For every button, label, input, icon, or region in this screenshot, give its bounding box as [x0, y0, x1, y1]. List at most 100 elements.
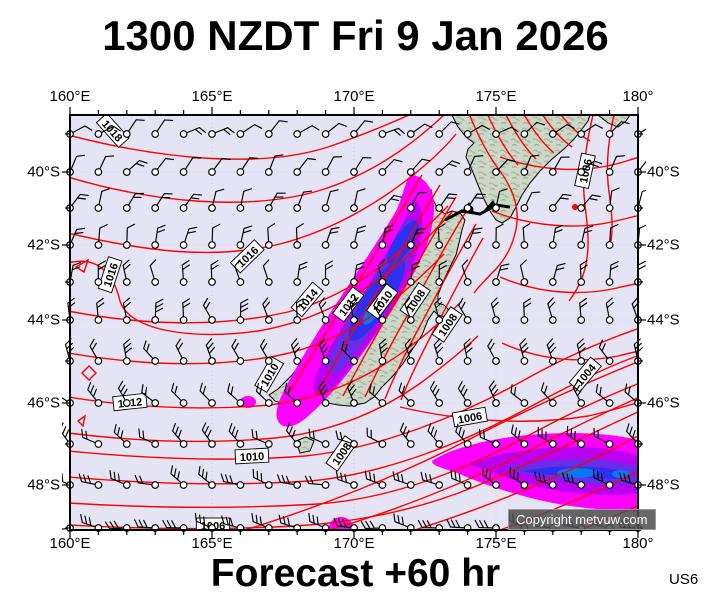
wind-barb-station-circle	[548, 316, 557, 324]
wind-barb-station-circle	[520, 481, 529, 489]
wind-barb-station-circle	[321, 357, 330, 365]
lon-label: 165°E	[191, 535, 233, 552]
wind-barb-station-circle	[378, 357, 387, 365]
wind-barb-station-circle	[208, 241, 216, 249]
wind-barb-station-circle	[293, 399, 302, 407]
wind-barb-station-circle	[264, 316, 273, 324]
wind-barb-station-circle	[94, 204, 103, 212]
lat-label: 46°S	[27, 394, 60, 412]
wind-barb	[194, 512, 213, 529]
wind-barb-station-circle	[208, 316, 216, 324]
wind-barb-station-circle	[179, 241, 188, 249]
wind-barb-station-circle	[577, 130, 586, 138]
wind-barb-station-circle	[605, 481, 614, 489]
wind-barb-station-circle	[406, 204, 415, 212]
lat-label: 48°S	[27, 476, 60, 494]
wind-barb-station-circle	[264, 440, 273, 448]
wind-barb-station-circle	[577, 357, 586, 365]
wind-barb-station-circle	[151, 357, 160, 365]
wind-barb	[228, 423, 241, 445]
wind-barb-station-circle	[492, 481, 500, 489]
wind-barb-station-circle	[264, 399, 273, 407]
lat-label: 46°S	[647, 394, 680, 412]
wind-barb	[252, 468, 270, 486]
bottom-longitude-axis: 160°E 165°E 170°E 175°E 180°	[0, 535, 711, 555]
wind-barb-station-circle	[492, 440, 500, 448]
wind-barb-station-circle	[548, 168, 557, 176]
wind-barb	[534, 471, 554, 486]
wind-barb	[488, 380, 499, 404]
wind-barb	[393, 513, 412, 529]
wind-barb-station-circle	[463, 481, 472, 489]
wind-barb-station-circle	[378, 168, 387, 176]
wind-barb	[117, 380, 128, 404]
wind-barb-station-circle	[94, 241, 103, 249]
wind-barb-station-circle	[548, 278, 557, 286]
wind-barb-station-circle	[122, 168, 131, 176]
wind-barb	[537, 426, 554, 445]
wind-barb-station-circle	[208, 278, 216, 286]
wind-barb	[104, 521, 128, 530]
wind-barb-station-circle	[520, 357, 529, 365]
wind-barb-station-circle	[264, 168, 273, 176]
wind-barb-station-circle	[350, 130, 358, 138]
wind-barb-station-circle	[492, 278, 500, 286]
wind-barb-station-circle	[293, 168, 302, 176]
wind-barb-station-circle	[520, 241, 529, 249]
wind-barb-station-circle	[321, 204, 330, 212]
wind-barb	[417, 519, 440, 529]
wind-barb	[285, 422, 298, 445]
wind-barb-station-circle	[122, 357, 131, 365]
wind-barb	[392, 471, 412, 486]
wind-barb	[134, 519, 156, 529]
wind-barb-station-circle	[435, 204, 444, 212]
lon-label: 180°	[622, 535, 654, 552]
wind-barb-station-circle	[435, 357, 444, 365]
wind-barb-station-circle	[151, 204, 160, 212]
wind-barb-station-circle	[492, 168, 500, 176]
wind-barb-station-circle	[378, 130, 387, 138]
wind-barb-station-circle	[378, 204, 387, 212]
wind-barb-station-circle	[577, 399, 586, 407]
wind-barb-station-circle	[548, 481, 557, 489]
wind-barb-station-circle	[122, 316, 131, 324]
wind-barb-station-circle	[122, 481, 131, 489]
isobar-label: 1006	[451, 406, 488, 428]
east-cape-coast	[597, 115, 631, 128]
north-island	[451, 115, 591, 224]
forecast-hour-label: Forecast +60 hr	[210, 552, 501, 595]
wind-barb-station-circle	[293, 130, 302, 138]
wind-barb-station-circle	[463, 399, 472, 407]
wind-barb	[378, 338, 388, 362]
wind-barb-station-circle	[548, 241, 557, 249]
wind-barb-station-circle	[435, 399, 444, 407]
wind-barb-station-circle	[435, 168, 444, 176]
svg-text:1010: 1010	[239, 451, 264, 464]
wind-barb	[463, 338, 473, 362]
lon-label: 175°E	[475, 88, 517, 105]
wind-barb-station-circle	[605, 399, 614, 407]
lon-label: 165°E	[191, 88, 233, 105]
wind-barb-station-circle	[94, 168, 103, 176]
wind-barb-station-circle	[236, 481, 245, 489]
wind-barb-station-circle	[435, 241, 444, 249]
wind-barb	[481, 466, 497, 486]
wind-barb-station-circle	[179, 130, 188, 138]
wind-barb-station-circle	[406, 241, 415, 249]
wind-barb-station-circle	[208, 130, 216, 138]
wind-barb-station-circle	[236, 130, 245, 138]
wind-barb	[347, 380, 357, 404]
lon-label: 170°E	[333, 535, 375, 552]
wind-barb	[333, 517, 355, 529]
wind-barb-station-circle	[605, 357, 614, 365]
wind-barb-station-circle	[605, 204, 614, 212]
wind-barb-station-circle	[264, 357, 273, 365]
wind-barb-station-circle	[151, 481, 160, 489]
wind-barb-station-circle	[94, 481, 103, 489]
wind-barb	[420, 471, 440, 486]
wind-barbs-layer	[62, 119, 646, 532]
wind-barb-station-circle	[577, 278, 586, 286]
wind-barb	[201, 422, 213, 445]
wind-barb-station-circle	[406, 357, 415, 365]
wind-barb-station-circle	[293, 278, 302, 286]
